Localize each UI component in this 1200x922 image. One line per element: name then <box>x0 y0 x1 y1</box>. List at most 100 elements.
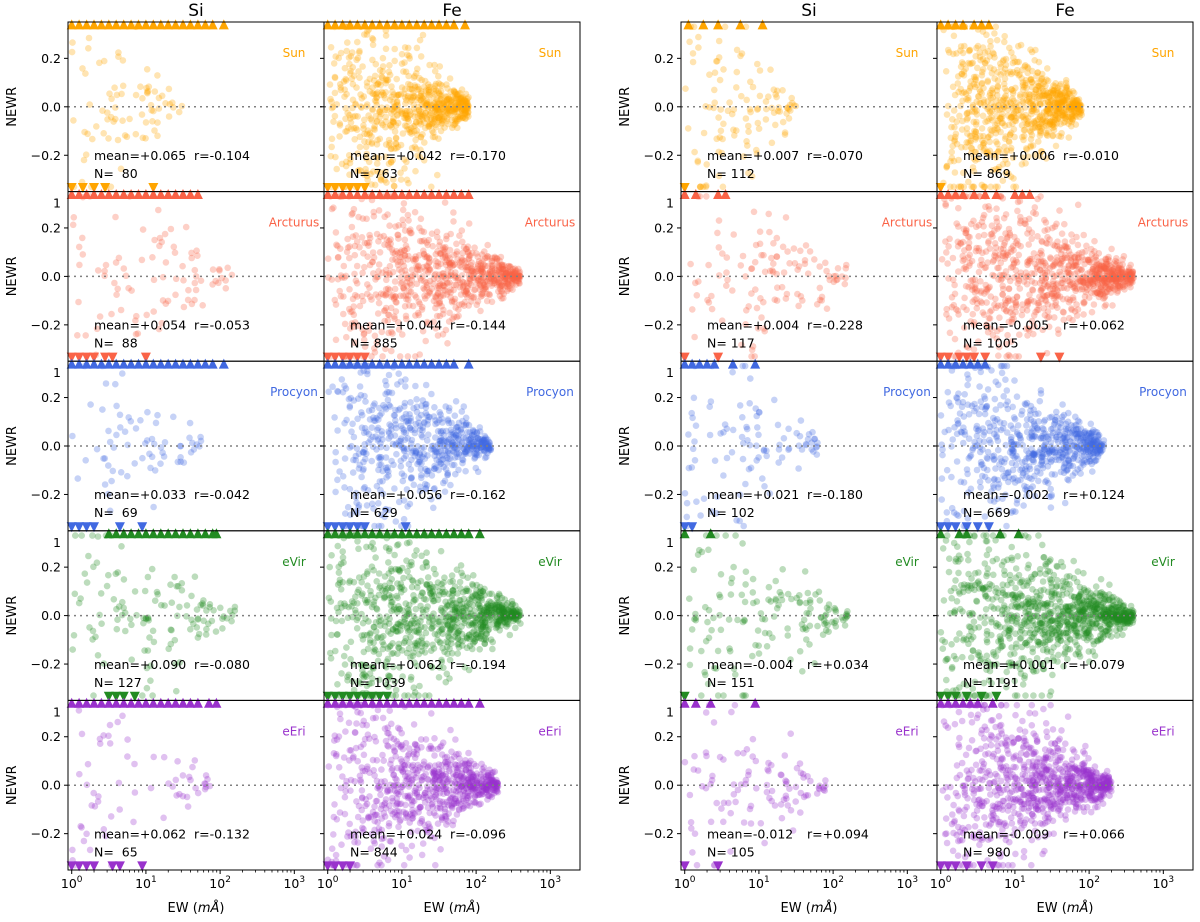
data-point <box>340 310 347 318</box>
data-point <box>723 269 730 276</box>
clipped-high-marker <box>126 19 137 30</box>
data-point <box>1072 121 1080 128</box>
data-point <box>429 102 436 109</box>
data-point <box>1111 260 1118 268</box>
data-point <box>426 288 434 295</box>
y-tick-label: 0.0 <box>654 99 674 114</box>
data-point <box>115 53 122 60</box>
data-point <box>998 113 1005 121</box>
data-point <box>686 38 693 46</box>
data-point <box>406 55 414 62</box>
data-point <box>1062 106 1070 114</box>
data-point <box>467 277 474 284</box>
data-point <box>158 319 166 327</box>
data-point <box>459 105 467 113</box>
data-point <box>451 295 459 303</box>
data-point <box>1025 241 1032 248</box>
data-point <box>381 95 389 102</box>
data-point <box>390 295 398 303</box>
data-point <box>382 45 390 53</box>
data-point <box>1055 330 1062 338</box>
data-point <box>369 84 376 91</box>
data-point <box>703 161 710 168</box>
correlation-stat: r=-0.070 <box>807 148 863 163</box>
data-point <box>393 98 401 105</box>
data-point <box>1054 84 1061 92</box>
data-point <box>462 114 469 122</box>
data-point <box>388 110 395 117</box>
data-point <box>390 119 397 126</box>
data-point <box>1045 92 1052 100</box>
data-point <box>805 431 813 438</box>
clipped-low-marker <box>679 183 690 193</box>
data-point <box>393 112 401 119</box>
data-point <box>388 83 395 90</box>
data-point <box>948 123 955 131</box>
data-point <box>362 165 369 173</box>
data-point <box>382 141 390 148</box>
data-point <box>1040 109 1048 116</box>
data-point <box>120 265 128 272</box>
data-point <box>1024 63 1031 71</box>
data-point <box>407 98 414 105</box>
data-point <box>398 470 406 477</box>
data-point <box>444 340 451 347</box>
data-point <box>1012 107 1020 115</box>
data-point <box>336 122 344 129</box>
data-point <box>412 271 419 278</box>
data-point <box>354 38 361 46</box>
data-point <box>962 90 970 97</box>
data-point <box>451 298 458 306</box>
data-point <box>447 97 455 105</box>
data-point <box>382 89 390 96</box>
data-point <box>345 54 353 61</box>
data-point <box>121 132 129 139</box>
data-point <box>419 131 426 138</box>
clipped-low-marker <box>77 183 88 193</box>
data-point <box>993 112 1001 120</box>
data-point <box>1015 277 1023 285</box>
data-point <box>437 250 445 258</box>
data-point <box>951 133 959 141</box>
data-point <box>1097 290 1104 298</box>
data-point <box>370 125 378 132</box>
data-point <box>997 235 1005 243</box>
data-point <box>1009 95 1016 102</box>
data-point <box>408 426 415 434</box>
data-point <box>997 63 1005 71</box>
data-point <box>1024 118 1031 125</box>
data-point <box>841 280 849 288</box>
data-point <box>974 300 981 307</box>
data-point <box>717 106 724 113</box>
data-point <box>423 100 431 108</box>
data-point <box>489 254 496 262</box>
data-point <box>782 214 790 221</box>
data-point <box>983 299 990 306</box>
data-point <box>702 182 710 189</box>
data-point <box>461 96 469 104</box>
data-point <box>510 273 518 281</box>
data-point <box>1054 100 1061 107</box>
data-point <box>1058 111 1066 119</box>
data-point <box>1055 114 1062 122</box>
data-point <box>372 60 380 68</box>
data-point <box>394 91 401 99</box>
data-point <box>1049 124 1056 132</box>
data-point <box>434 419 441 427</box>
data-point <box>327 95 334 103</box>
data-point <box>1001 135 1009 142</box>
data-point <box>428 390 435 398</box>
clipped-high-marker <box>74 19 85 30</box>
data-point <box>397 422 405 430</box>
data-point <box>991 54 998 61</box>
data-point <box>448 99 456 106</box>
data-point <box>426 266 434 274</box>
data-point <box>402 100 409 107</box>
data-point <box>365 439 372 446</box>
data-point <box>449 107 456 115</box>
data-point <box>414 94 422 101</box>
data-point <box>434 332 442 339</box>
data-point <box>967 150 975 157</box>
data-point <box>430 504 437 512</box>
data-point <box>781 129 789 136</box>
